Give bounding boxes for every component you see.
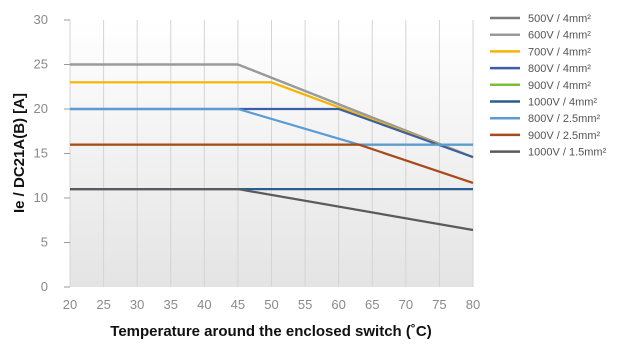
x-tick-label: 25: [96, 297, 110, 312]
y-tick-label: 30: [34, 12, 48, 27]
x-tick-label: 80: [466, 297, 480, 312]
x-tick-label: 20: [63, 297, 77, 312]
legend-label: 500V / 4mm²: [528, 13, 591, 25]
legend-label: 1000V / 4mm²: [528, 97, 597, 109]
y-tick-label: 25: [34, 57, 48, 72]
y-axis-title: Ie / DC21A(B) [A]: [11, 93, 28, 213]
legend-label: 800V / 2.5mm²: [528, 113, 600, 125]
x-tick-label: 40: [197, 297, 211, 312]
x-axis-title: Temperature around the enclosed switch (…: [110, 323, 431, 340]
legend-label: 900V / 2.5mm²: [528, 130, 600, 142]
series-lines: [70, 63, 474, 232]
series-line-7: [70, 107, 473, 146]
y-tick-label: 5: [41, 235, 48, 250]
legend: 500V / 4mm² 600V / 4mm² 700V / 4mm² 800V / …: [490, 13, 607, 159]
legend-label: 600V / 4mm²: [528, 30, 591, 42]
tick-labels: 20 25 30 35 40 45 50 55 60 65 70 75 80 0 5 10 15 20 25 30: [34, 12, 481, 312]
series-line-2: [70, 63, 474, 159]
x-tick-label: 50: [264, 297, 278, 312]
x-tick-label: 70: [399, 297, 413, 312]
x-tick-label: 35: [164, 297, 178, 312]
series-line-9: [70, 188, 474, 232]
x-tick-label: 55: [298, 297, 312, 312]
x-tick-label: 45: [231, 297, 245, 312]
x-tick-label: 60: [331, 297, 345, 312]
legend-label: 800V / 4mm²: [528, 63, 591, 75]
x-tick-label: 75: [432, 297, 446, 312]
y-tick-label: 10: [34, 190, 48, 205]
series-line-8: [70, 143, 474, 184]
axes: [64, 19, 70, 288]
legend-label: 1000V / 1.5mm²: [528, 147, 607, 159]
legend-label: 900V / 4mm²: [528, 80, 591, 92]
y-tick-label: 15: [34, 146, 48, 161]
legend-label: 700V / 4mm²: [528, 46, 591, 58]
y-tick-label: 0: [41, 279, 48, 294]
x-tick-label: 30: [130, 297, 144, 312]
x-tick-label: 65: [365, 297, 379, 312]
y-tick-label: 20: [34, 101, 48, 116]
